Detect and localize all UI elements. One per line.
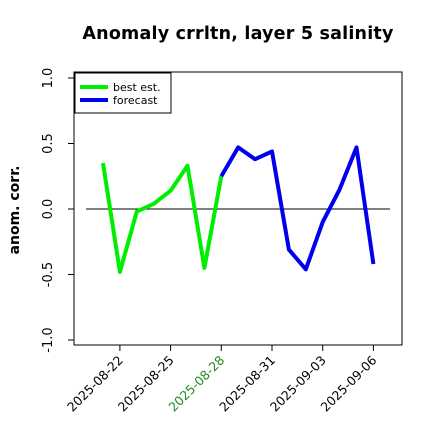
series-line-forecast (219, 145, 376, 272)
legend-label: forecast (113, 94, 158, 107)
y-axis-label-group: anom. corr. (7, 166, 23, 255)
legend-box (74, 72, 172, 114)
plot-frame (73, 71, 403, 346)
series-line-best-est (101, 162, 224, 274)
y-tick-label: 0.0 (41, 199, 56, 220)
x-axis-ticks: 2025-08-222025-08-252025-08-282025-08-31… (64, 345, 380, 414)
y-tick-label: -1.0 (41, 327, 56, 352)
legend-label: best est. (113, 81, 161, 94)
plot-area (73, 71, 403, 346)
y-tick-label: 1.0 (41, 68, 56, 89)
y-axis-label: anom. corr. (7, 166, 23, 255)
y-tick-label: -0.5 (41, 262, 56, 287)
y-tick-label: 0.5 (41, 133, 56, 154)
chart-title: Anomaly crrltn, layer 5 salinity (82, 24, 394, 44)
y-axis-ticks: -1.0 -0.5 0.0 0.5 1.0 (41, 68, 74, 353)
legend: best est.forecast (74, 72, 172, 114)
